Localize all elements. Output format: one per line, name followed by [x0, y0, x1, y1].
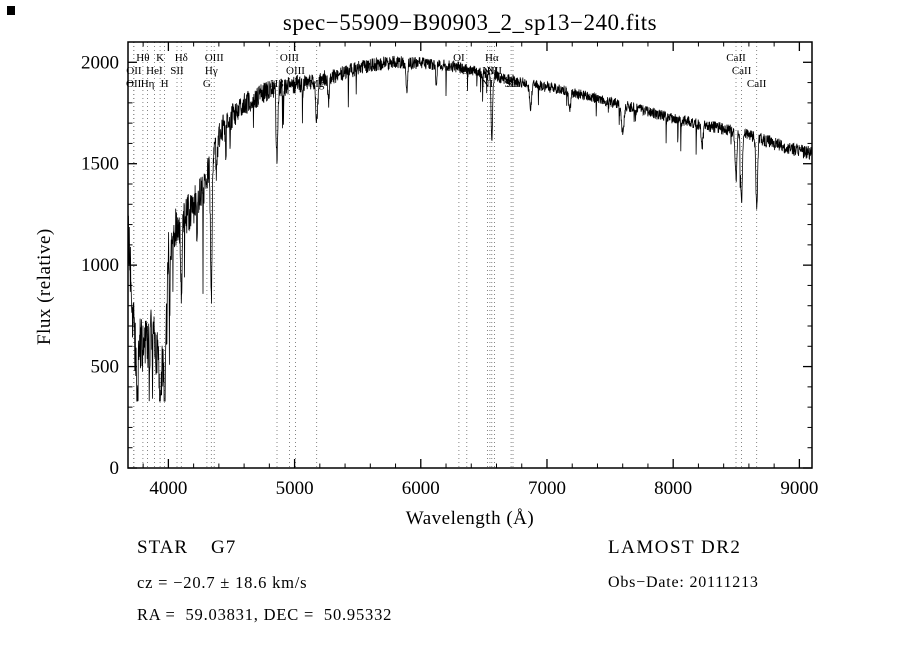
- y-tick-label: 500: [91, 357, 120, 378]
- object-class-label: STAR G7: [137, 537, 237, 558]
- x-axis-label: Wavelength (Å): [405, 508, 535, 529]
- y-tick-label: 2000: [81, 52, 119, 73]
- spectral-line-label: Hα: [485, 52, 499, 64]
- plot-frame: [127, 41, 813, 469]
- spectral-line-label: OII: [126, 65, 142, 77]
- spectral-line-label: K: [156, 52, 164, 64]
- obs-date-label: Obs−Date: 20111213: [608, 574, 759, 591]
- spectral-line-label: G: [203, 78, 211, 90]
- spectral-line-label: HeI: [146, 65, 163, 77]
- plot-title: spec−55909−B90903_2_sp13−240.fits: [282, 10, 658, 35]
- ra-dec-label: RA = 59.03831, DEC = 50.95332: [137, 605, 393, 624]
- spectral-line-label: CaII: [732, 65, 752, 77]
- spectral-line-label: CaII: [726, 52, 746, 64]
- corner-artifact-mark: [7, 6, 15, 15]
- y-tick-label: 1000: [81, 255, 119, 276]
- spectral-line-label: Hη: [141, 78, 155, 90]
- x-tick-label: 9000: [780, 478, 818, 499]
- cz-label: cz = −20.7 ± 18.6 km/s: [137, 573, 308, 592]
- spectral-line-label: OIII: [286, 65, 305, 77]
- spectral-line-label: NI: [482, 78, 494, 90]
- spectral-line-label: CaII: [747, 78, 767, 90]
- x-tick-label: 4000: [149, 478, 187, 499]
- spectral-line-label: Hδ: [175, 52, 188, 64]
- spectral-line-label: OI: [453, 52, 465, 64]
- spectral-line-label: OIII: [280, 52, 299, 64]
- spectrum-trace: [127, 55, 812, 402]
- spectral-line-label: H: [161, 78, 169, 90]
- x-tick-label: 7000: [528, 478, 566, 499]
- spectral-line-label: Hθ: [136, 52, 149, 64]
- survey-label: LAMOST DR2: [608, 537, 742, 558]
- y-tick-label: 1500: [81, 154, 119, 175]
- spectral-line-label: SII: [170, 65, 184, 77]
- spectral-line-label: OIII: [205, 52, 224, 64]
- y-tick-label: 0: [110, 458, 120, 479]
- x-tick-label: 8000: [654, 478, 692, 499]
- spectral-line-label: Hγ: [205, 65, 218, 77]
- x-tick-label: 5000: [276, 478, 314, 499]
- x-tick-label: 6000: [402, 478, 440, 499]
- spectral-line-label: OII: [126, 78, 142, 90]
